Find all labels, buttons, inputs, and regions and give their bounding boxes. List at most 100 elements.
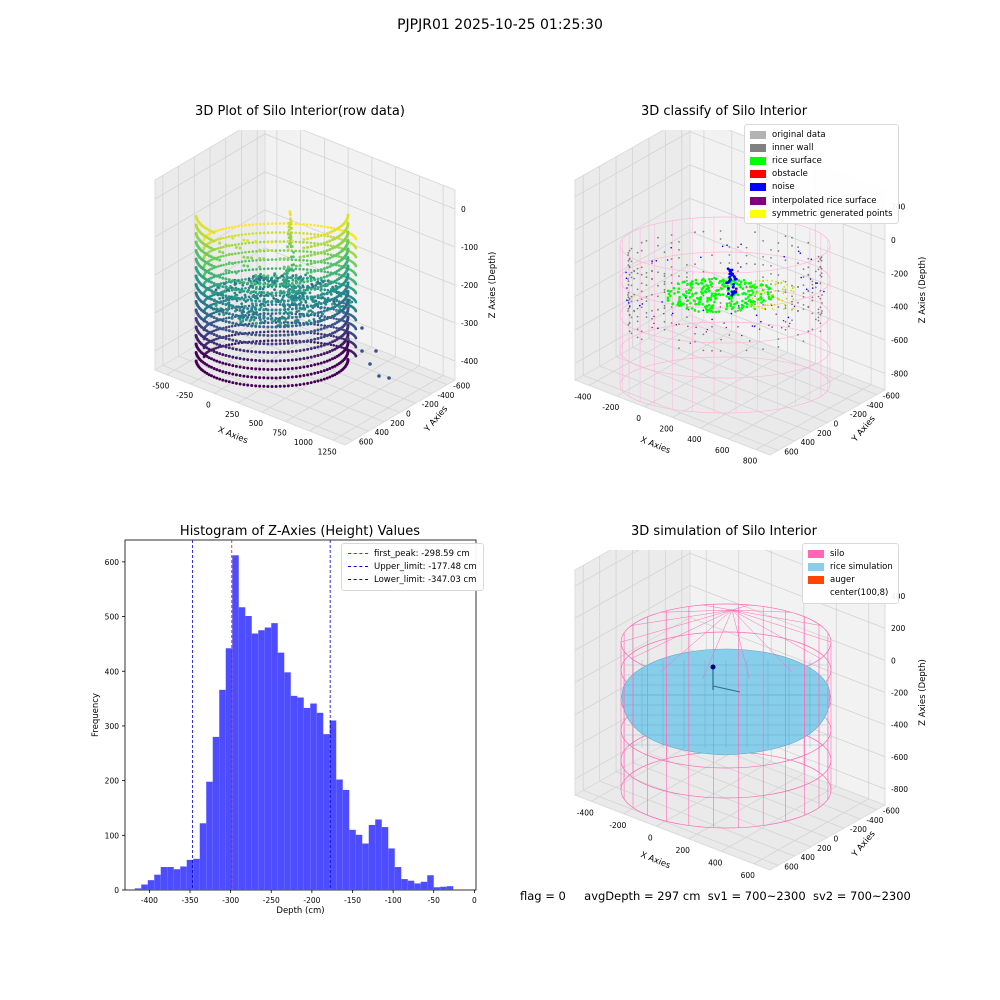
raw-point: [322, 309, 326, 313]
raw-point: [331, 331, 334, 335]
raw-point: [266, 317, 270, 320]
raw-point: [246, 332, 250, 336]
raw-point: [299, 286, 302, 290]
raw-point: [254, 333, 258, 337]
raw-point: [215, 319, 218, 323]
raw-point: [319, 288, 323, 292]
raw-point: [290, 258, 294, 261]
raw-point: [212, 293, 216, 297]
symmetric-point: [783, 286, 786, 288]
raw-point: [270, 303, 274, 306]
simulation-3d-plot[interactable]: -400-20002004006006004002000-200-400-600…: [560, 550, 930, 880]
inner-wall-point: [711, 254, 713, 257]
raw-outlier-point: [374, 349, 378, 353]
interpolated-point: [689, 342, 691, 344]
inner-wall-point: [719, 262, 722, 264]
inner-wall-point: [754, 231, 756, 234]
raw-point: [306, 322, 310, 326]
raw-point: [235, 308, 239, 312]
inner-wall-point: [777, 242, 780, 244]
histogram-bar: [342, 789, 350, 890]
raw-point: [306, 381, 310, 385]
raw-point: [286, 299, 290, 303]
raw-point: [309, 304, 313, 308]
raw-point: [266, 339, 270, 342]
raw-point: [258, 257, 262, 261]
silo-roof-line: [631, 609, 733, 659]
raw-point: [255, 311, 258, 314]
raw-point: [326, 279, 330, 283]
raw-point: [212, 316, 216, 319]
raw-point: [262, 294, 266, 298]
z-axis-label: Z Axies (Depth): [488, 252, 498, 319]
raw-point: [217, 346, 220, 349]
raw-point: [234, 261, 237, 264]
inner-wall-point: [702, 294, 705, 297]
raw-point: [210, 340, 213, 344]
raw-point: [271, 320, 274, 323]
histogram-bar: [167, 867, 174, 890]
raw-point: [258, 384, 262, 388]
raw-point: [246, 281, 250, 285]
inner-wall-point: [791, 319, 793, 322]
inner-wall-point: [802, 284, 805, 286]
raw-point: [313, 278, 317, 282]
raw-point: [238, 365, 242, 369]
noise-point: [755, 314, 758, 317]
raw-point: [215, 346, 218, 350]
inner-wall-point: [817, 255, 820, 258]
raw-point: [328, 248, 332, 251]
raw-point: [259, 293, 263, 297]
histogram-bar: [420, 881, 428, 890]
raw-point: [316, 328, 320, 332]
histogram-bar: [245, 616, 252, 890]
noise-point: [730, 268, 734, 272]
raw-point: [290, 333, 294, 336]
raw-outlier-point: [360, 349, 364, 353]
raw-point: [262, 376, 266, 380]
inner-wall-point: [636, 320, 639, 323]
raw-point: [218, 369, 222, 373]
rice-surface-point: [703, 290, 707, 293]
raw-point: [290, 290, 294, 294]
raw-point: [221, 378, 225, 382]
symmetric-point: [769, 296, 772, 299]
raw-point: [293, 294, 297, 297]
inner-wall-point: [802, 340, 805, 342]
inner-wall-point: [640, 241, 643, 244]
raw-point: [242, 374, 246, 378]
x-tick-label: -100: [385, 896, 402, 905]
histogram-chart[interactable]: -400 -350 -300 -250 -200 -150 -100 -50 001002003…: [80, 530, 490, 920]
raw-point: [298, 306, 302, 310]
y-tick-label: 400: [105, 667, 120, 676]
raw-point: [210, 306, 213, 310]
raw-point: [289, 245, 293, 249]
raw-point: [234, 305, 238, 309]
histogram-bar: [173, 869, 181, 890]
raw-point: [333, 262, 337, 266]
raw-point: [274, 321, 278, 324]
raw-point: [321, 296, 325, 299]
raw-point: [274, 342, 278, 346]
raw-point: [325, 342, 329, 346]
raw-point: [322, 335, 326, 339]
raw-point: [266, 342, 270, 346]
raw-point: [262, 291, 266, 295]
raw-point: [312, 318, 316, 321]
raw-point: [227, 278, 231, 282]
raw-3d-plot[interactable]: -500-2500250500750100012506004002000-200…: [140, 130, 500, 460]
raw-point: [298, 323, 302, 327]
x-axis-label: X Axies: [216, 425, 249, 446]
raw-point: [238, 309, 242, 312]
raw-point: [313, 261, 317, 265]
raw-point: [305, 259, 309, 262]
noise-point: [727, 287, 730, 290]
raw-point: [274, 317, 278, 320]
raw-point: [319, 353, 323, 357]
raw-point: [234, 347, 238, 351]
raw-point: [313, 303, 317, 307]
raw-point: [218, 284, 222, 288]
raw-point: [246, 349, 250, 353]
raw-point: [210, 238, 213, 242]
raw-point: [294, 249, 298, 253]
